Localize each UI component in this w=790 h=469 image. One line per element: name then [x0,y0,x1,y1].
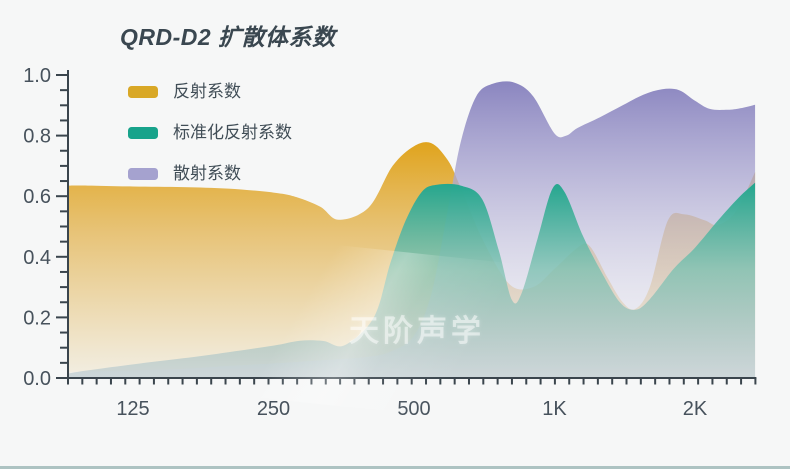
axis-labels: 0.0 0.2 0.4 0.6 0.8 1.0 125 250 500 1K 2K [23,65,708,420]
y-tick-label: 0.8 [23,126,51,148]
area-series-3 [68,182,756,378]
y-tick-label: 0.6 [23,186,51,208]
x-tick-label: 125 [116,398,149,420]
y-tick-label: 0.2 [23,307,51,329]
legend-swatch [128,126,158,139]
bottom-accent-bar [0,466,790,469]
legend-item[interactable]: 标准化反射系数 [128,120,292,145]
legend-item[interactable]: 散射系数 [128,161,292,186]
series-areas [68,81,756,378]
legend-label: 反射系数 [173,82,241,101]
legend-label: 标准化反射系数 [173,123,292,142]
x-tick-label: 2K [683,398,708,420]
y-tick-label: 0.0 [23,368,51,390]
x-tick-label: 250 [257,398,290,420]
x-tick-label: 500 [397,398,430,420]
chart-title: QRD-D2 扩散体系数 [120,24,336,50]
y-tick-label: 0.4 [23,247,51,269]
legend-swatch [128,85,158,98]
y-tick-label: 1.0 [23,65,51,87]
legend: 反射系数标准化反射系数 散射系数 [128,79,292,202]
axes [56,70,757,385]
legend-swatch [128,167,158,180]
legend-label: 散射系数 [173,164,241,183]
x-tick-label: 1K [542,398,567,420]
legend-item[interactable]: 反射系数 [128,79,292,104]
